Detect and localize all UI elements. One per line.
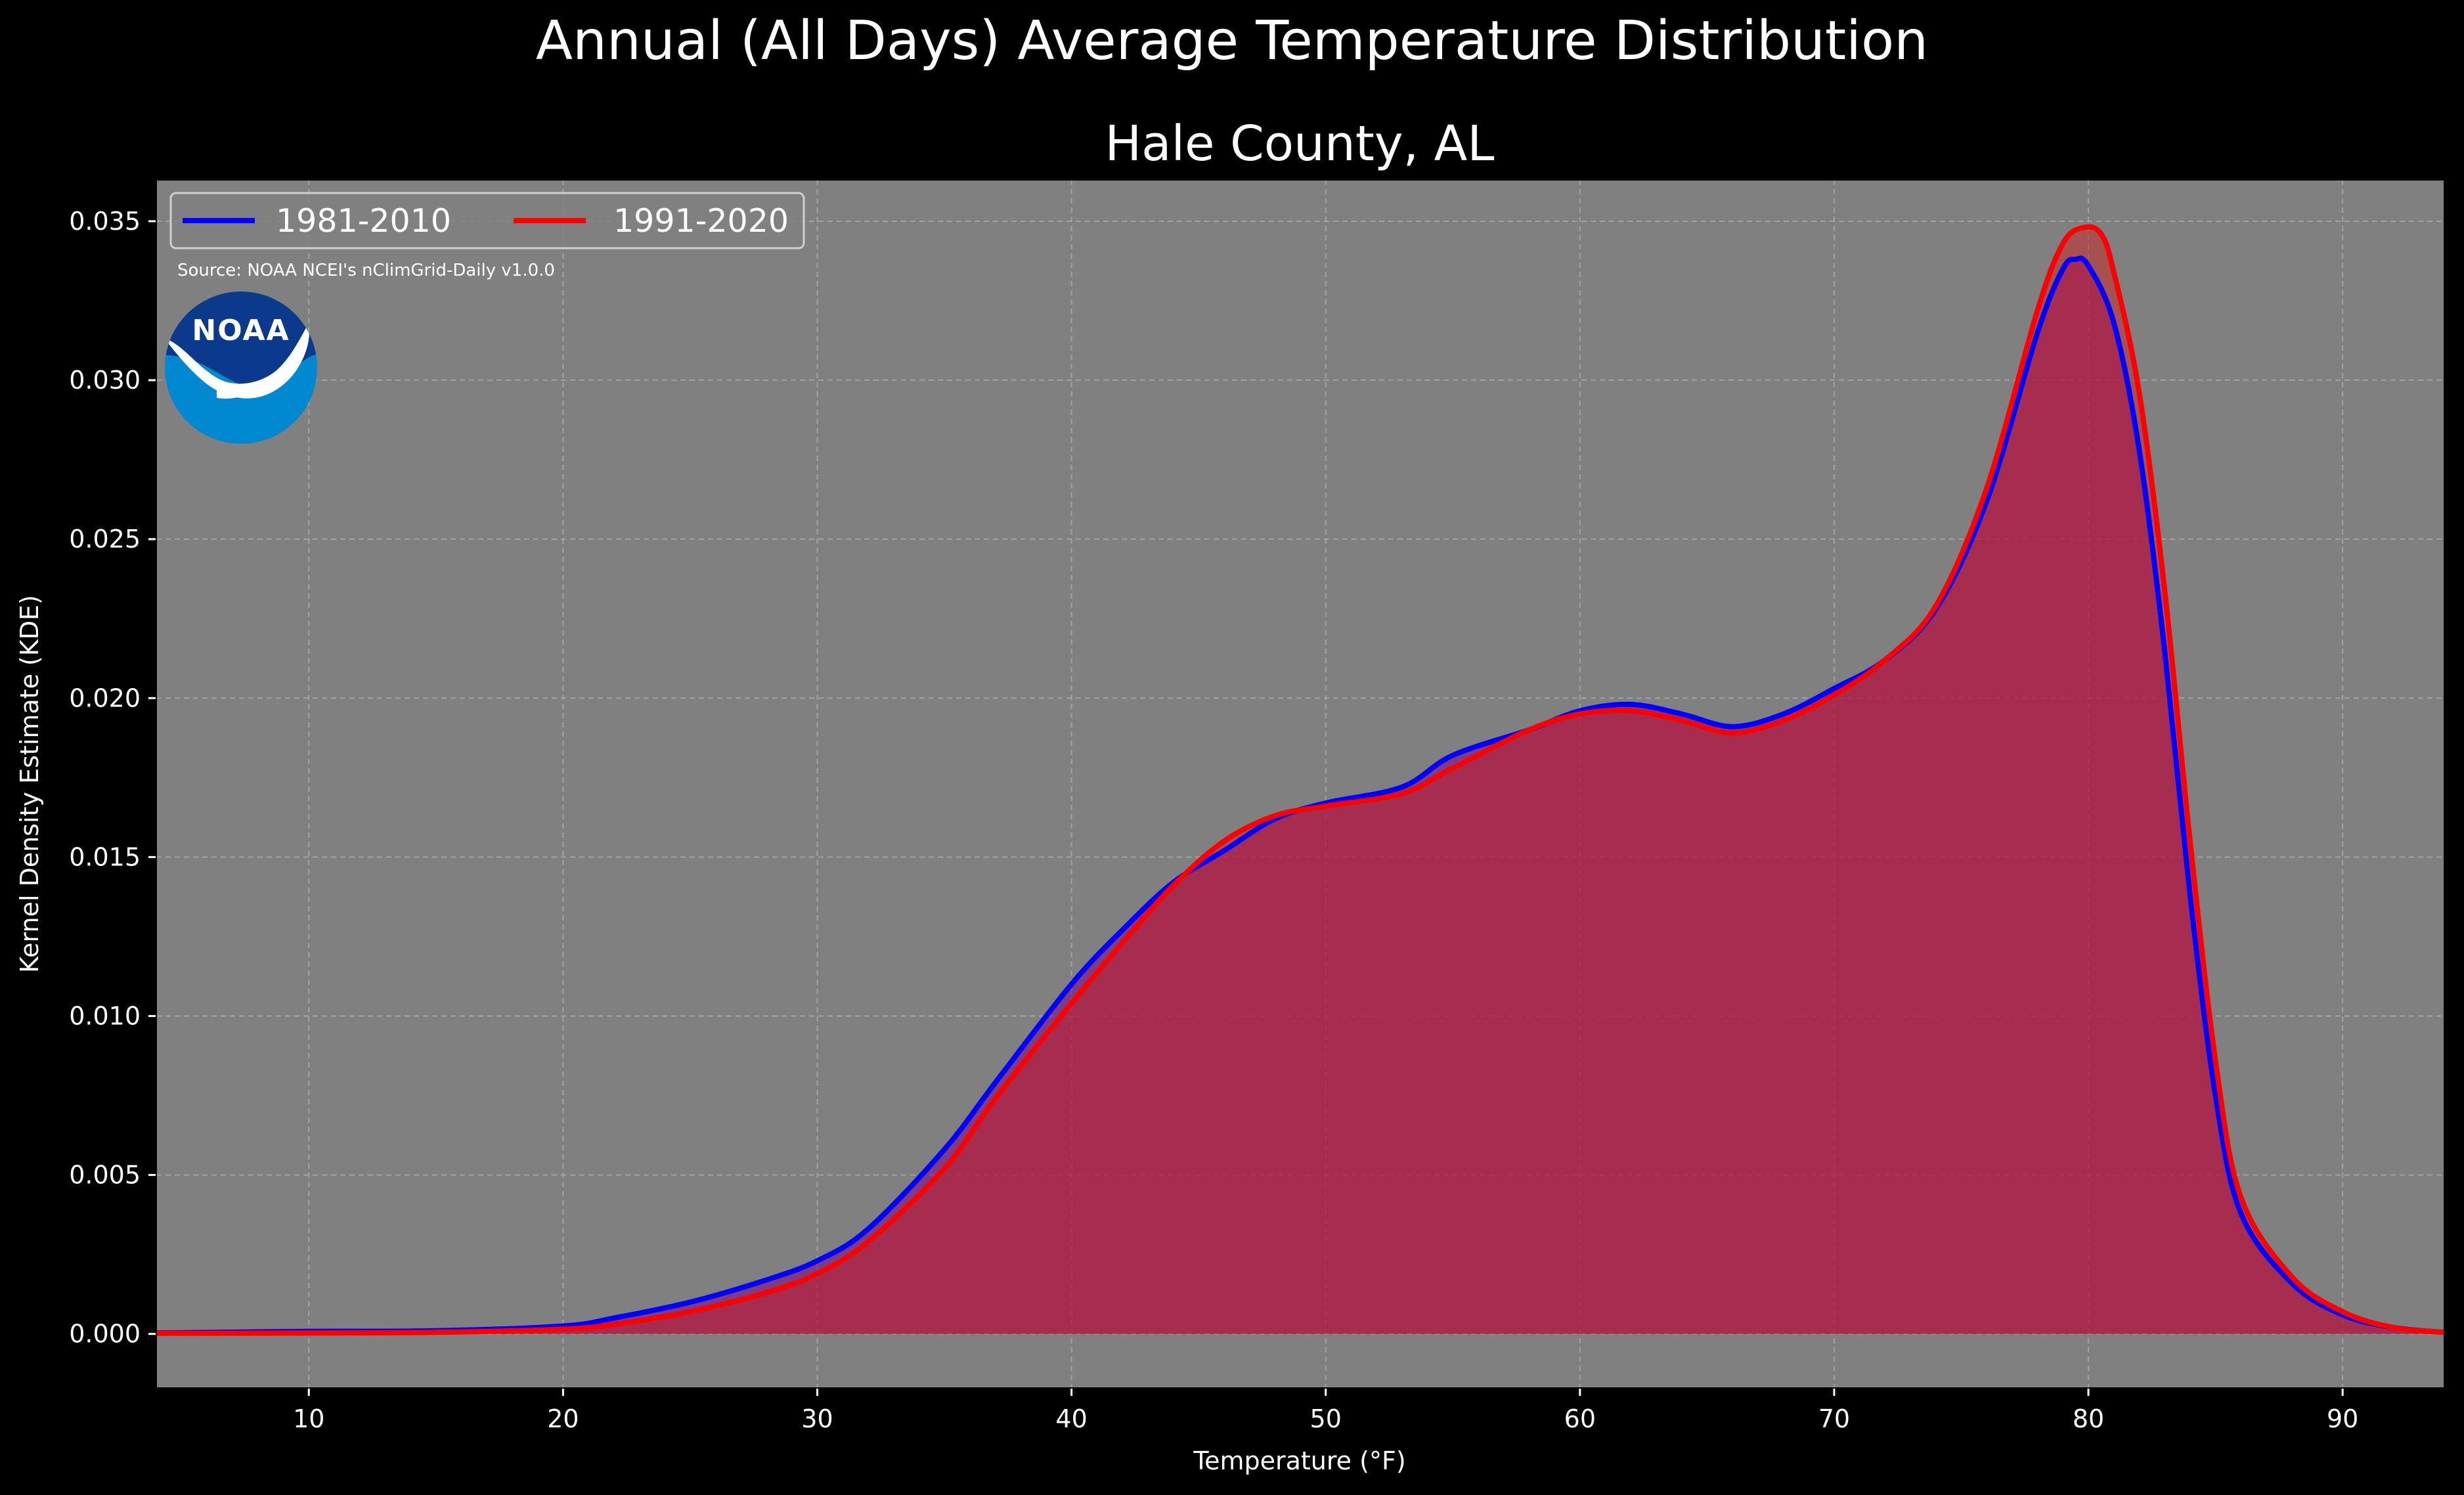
y-axis-label: Kernel Density Estimate (KDE) xyxy=(15,595,44,973)
y-tick-label: 0.015 xyxy=(69,842,141,871)
x-tick-label: 70 xyxy=(1818,1404,1850,1433)
series-line-1981-2010 xyxy=(156,255,2445,1336)
x-tick-label: 80 xyxy=(2073,1404,2104,1433)
logo-wave xyxy=(165,323,309,399)
x-axis-label: Temperature (°F) xyxy=(1193,1446,1405,1475)
x-tick-label: 10 xyxy=(293,1404,324,1433)
x-tick-label: 60 xyxy=(1564,1404,1596,1433)
y-tick-label: 0.035 xyxy=(69,207,141,236)
y-tick-label: 0.020 xyxy=(69,683,141,712)
y-tick-label: 0.010 xyxy=(69,1001,141,1030)
data-series xyxy=(156,224,2445,1336)
chart-title: Hale County, AL xyxy=(1105,116,1494,172)
area-fill-1991-2020 xyxy=(156,227,2444,1334)
x-tick-label: 90 xyxy=(2327,1404,2358,1433)
axes-frame xyxy=(156,179,2445,1389)
noaa-logo: NOAA xyxy=(165,292,317,444)
figure-suptitle: Annual (All Days) Average Temperature Di… xyxy=(536,10,1928,72)
y-tick-label: 0.030 xyxy=(69,366,141,395)
source-note: Source: NOAA NCEI's nClimGrid-Daily v1.0… xyxy=(177,261,555,280)
axes: 10 20 30 40 50 60 70 80 90 0.000 0.005 0.010 0.015 0.… xyxy=(69,179,2445,1433)
legend-label-1991-2020: 1991-2020 xyxy=(613,202,789,240)
x-tick-label: 20 xyxy=(547,1404,579,1433)
legend: 1981-2010 1991-2020 xyxy=(169,192,805,249)
x-tick-label: 40 xyxy=(1055,1404,1087,1433)
y-tick-label: 0.000 xyxy=(69,1320,141,1349)
legend-frame xyxy=(169,192,805,249)
y-tick-label: 0.005 xyxy=(69,1161,141,1190)
x-tick-label: 30 xyxy=(801,1404,833,1433)
legend-label-1981-2010: 1981-2010 xyxy=(276,202,451,240)
x-tick-label: 50 xyxy=(1310,1404,1342,1433)
series-line-1991-2020 xyxy=(156,224,2445,1336)
logo-gull xyxy=(217,387,259,399)
y-tick-label: 0.025 xyxy=(69,525,141,553)
logo-text: NOAA xyxy=(192,314,290,347)
